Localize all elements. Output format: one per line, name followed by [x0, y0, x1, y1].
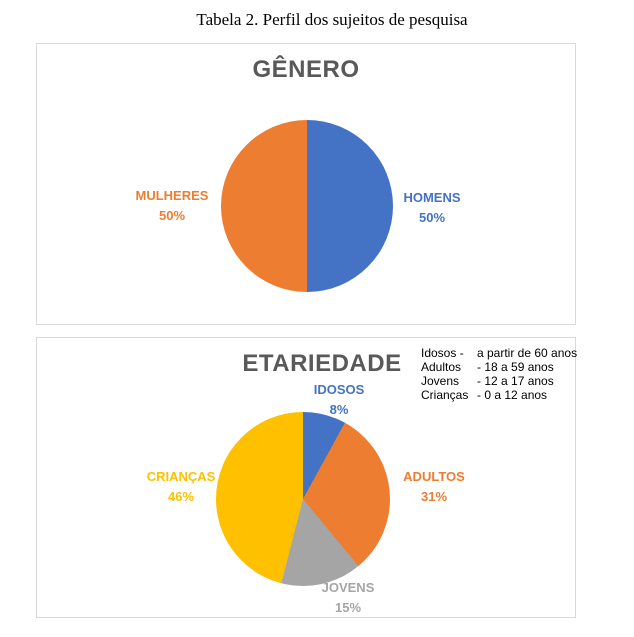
chart-box-etariedade: ETARIEDADE Idosos - a partir de 60 anos …: [36, 337, 577, 618]
legend-row-idosos: Idosos - a partir de 60 anos: [421, 346, 577, 360]
slice-label-adultos-pct: 31%: [420, 489, 448, 504]
slice-label-homens-pct: 50%: [418, 210, 446, 225]
slice-label-mulheres-name: MULHERES: [135, 188, 209, 203]
slice-label-criancas-name: CRIANÇAS: [146, 469, 216, 484]
slice-label-jovens: JOVENS 15%: [303, 578, 393, 618]
legend-name-idosos: Idosos -: [421, 346, 464, 360]
chart-box-genero: GÊNERO MULHERES 50% HOMENS 50%: [36, 43, 576, 325]
chart-title-genero: GÊNERO: [252, 56, 360, 83]
slice-label-idosos-pct: 8%: [329, 402, 349, 417]
slice-label-criancas: CRIANÇAS 46%: [136, 467, 226, 507]
slice-label-mulheres-pct: 50%: [158, 208, 186, 223]
legend-row-jovens: Jovens - 12 a 17 anos: [421, 374, 573, 388]
slice-label-criancas-pct: 46%: [167, 489, 195, 504]
slice-label-idosos-name: IDOSOS: [313, 382, 365, 397]
age-legend: Idosos - a partir de 60 anos Adultos - 1…: [421, 346, 577, 402]
slice-label-jovens-pct: 15%: [334, 600, 362, 615]
legend-name-adultos: Adultos: [421, 360, 462, 374]
document-title: Tabela 2. Perfil dos sujeitos de pesquis…: [196, 10, 468, 29]
legend-range-adultos: - 18 a 59 anos: [477, 360, 554, 374]
slice-label-jovens-name: JOVENS: [321, 580, 375, 595]
legend-range-jovens: - 12 a 17 anos: [477, 374, 554, 388]
slice-label-idosos: IDOSOS 8%: [294, 380, 384, 420]
legend-row-adultos: Adultos - 18 a 59 anos: [421, 360, 573, 374]
slice-label-homens: HOMENS 50%: [387, 188, 477, 228]
legend-range-idosos: a partir de 60 anos: [477, 346, 578, 360]
legend-row-criancas: Crianças - 0 a 12 anos: [421, 388, 573, 402]
slice-label-adultos-name: ADULTOS: [403, 469, 465, 484]
chart-title-etariedade: ETARIEDADE: [242, 350, 402, 377]
slice-label-homens-name: HOMENS: [403, 190, 461, 205]
legend-range-criancas: - 0 a 12 anos: [477, 388, 548, 402]
legend-name-criancas: Crianças: [421, 388, 469, 402]
pie-chart-etariedade: [216, 412, 390, 586]
pie-chart-genero: [221, 120, 393, 292]
slice-label-adultos: ADULTOS 31%: [389, 467, 479, 507]
slice-label-mulheres: MULHERES 50%: [127, 186, 217, 226]
legend-name-jovens: Jovens: [421, 374, 460, 388]
